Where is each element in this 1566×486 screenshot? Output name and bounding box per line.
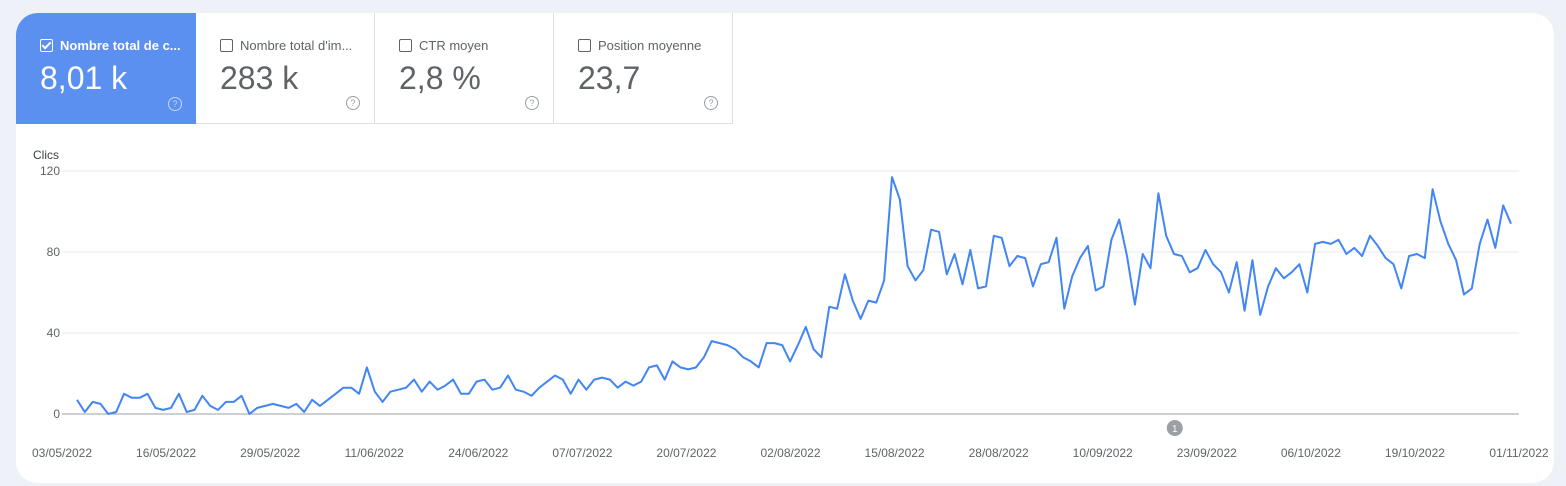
y-axis-title: Clics <box>33 148 59 162</box>
x-tick-label: 16/05/2022 <box>136 446 196 460</box>
x-tick-label: 29/05/2022 <box>240 446 300 460</box>
x-tick-label: 07/07/2022 <box>552 446 612 460</box>
metric-value: 2,8 % <box>399 60 481 96</box>
y-axis-ticks: 0 40 80 120 <box>40 164 60 421</box>
metric-value: 8,01 k <box>40 60 128 96</box>
checkbox-unchecked-icon[interactable] <box>220 39 233 52</box>
metric-card-ctr[interactable]: CTR moyen 2,8 % ? <box>375 13 554 124</box>
metric-card-position[interactable]: Position moyenne 23,7 ? <box>554 13 733 124</box>
metric-cards: Nombre total de c... 8,01 k ? Nombre tot… <box>16 13 733 124</box>
metric-card-header: Position moyenne <box>578 38 701 53</box>
annotation-badge[interactable] <box>1166 420 1183 436</box>
series-line-clicks <box>76 176 1512 415</box>
x-tick-label: 11/06/2022 <box>345 446 404 460</box>
checkbox-unchecked-icon[interactable] <box>578 39 591 52</box>
question-circle-icon[interactable]: ? <box>346 96 360 110</box>
checkbox-checked-icon[interactable] <box>40 39 53 52</box>
x-tick-label: 23/09/2022 <box>1177 446 1237 460</box>
annotation-marker[interactable]: 1 <box>1166 420 1183 436</box>
metric-value: 283 k <box>220 60 299 96</box>
x-tick-label: 19/10/2022 <box>1385 446 1445 460</box>
question-circle-icon[interactable]: ? <box>168 97 182 111</box>
x-axis-ticks: 03/05/2022 16/05/2022 29/05/2022 11/06/2022… <box>32 446 1549 460</box>
x-tick-label: 03/05/2022 <box>32 446 92 460</box>
metric-card-header: Nombre total de c... <box>40 38 181 53</box>
y-tick-label: 80 <box>47 245 61 259</box>
chart-grid <box>62 170 1519 415</box>
performance-panel: Nombre total de c... 8,01 k ? Nombre tot… <box>16 13 1554 483</box>
x-tick-label: 10/09/2022 <box>1073 446 1133 460</box>
metric-value: 23,7 <box>578 60 641 96</box>
x-tick-label: 20/07/2022 <box>656 446 716 460</box>
x-tick-label: 24/06/2022 <box>448 446 508 460</box>
checkbox-unchecked-icon[interactable] <box>399 39 412 52</box>
x-tick-label: 01/11/2022 <box>1489 446 1548 460</box>
metric-card-header: Nombre total d'im... <box>220 38 352 53</box>
question-circle-icon[interactable]: ? <box>704 96 718 110</box>
x-tick-label: 15/08/2022 <box>865 446 925 460</box>
y-tick-label: 40 <box>47 326 61 340</box>
x-tick-label: 06/10/2022 <box>1281 446 1341 460</box>
question-circle-icon[interactable]: ? <box>525 96 539 110</box>
metric-card-clicks[interactable]: Nombre total de c... 8,01 k ? <box>16 13 196 124</box>
x-tick-label: 02/08/2022 <box>760 446 820 460</box>
x-tick-label: 28/08/2022 <box>969 446 1029 460</box>
annotation-label: 1 <box>1172 424 1178 435</box>
metric-card-impressions[interactable]: Nombre total d'im... 283 k ? <box>196 13 375 124</box>
y-tick-label: 120 <box>40 164 60 178</box>
metric-card-header: CTR moyen <box>399 38 488 53</box>
clicks-line-chart: Clics 0 40 80 120 03/05/2022 16/05/2022 29/05… <box>32 148 1549 460</box>
y-tick-label: 0 <box>53 407 60 421</box>
